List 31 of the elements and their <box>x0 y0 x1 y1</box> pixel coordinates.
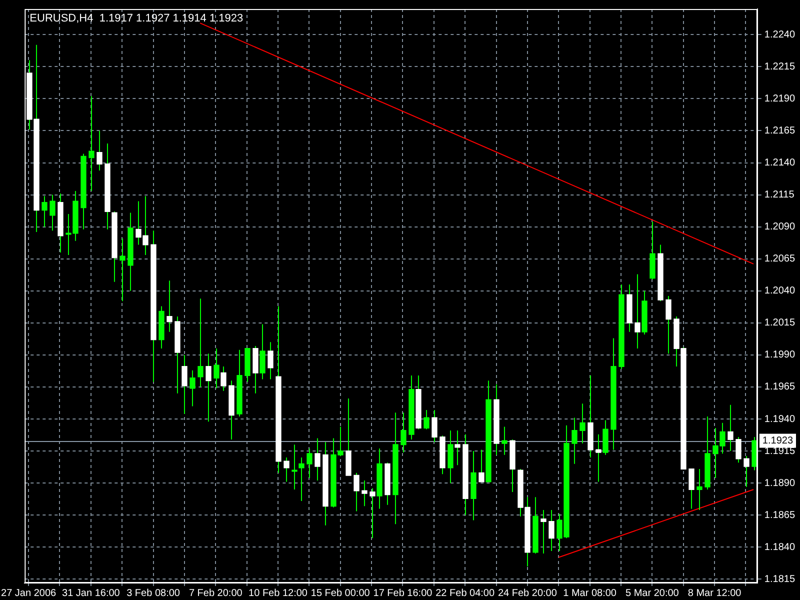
x-tick-label: 15 Feb 00:00 <box>310 588 370 599</box>
y-tick-label: 1.1840 <box>764 542 796 553</box>
chart-title: EURUSD,H4 1.1917 1.1927 1.1914 1.1923 <box>30 12 244 25</box>
y-tick-label: 1.2165 <box>764 125 796 136</box>
y-tick-label: 1.2240 <box>764 29 796 40</box>
y-tick-label: 1.2115 <box>764 190 795 201</box>
y-tick-label: 1.2190 <box>764 93 796 104</box>
x-tick-label: 10 Feb 12:00 <box>248 588 308 599</box>
y-tick-label: 1.2040 <box>764 286 796 297</box>
x-tick-label: 22 Feb 04:00 <box>436 588 495 599</box>
y-tick-label: 1.2015 <box>764 318 796 329</box>
y-tick-label: 1.1965 <box>764 382 796 393</box>
x-tick-label: 7 Feb 20:00 <box>188 588 243 599</box>
y-tick-label: 1.1940 <box>764 414 796 425</box>
x-tick-label: 31 Jan 16:00 <box>62 588 120 599</box>
y-tick-label: 1.1865 <box>764 510 796 521</box>
x-tick-label: 27 Jan 2006 <box>1 588 57 599</box>
y-tick-label: 1.1990 <box>764 350 796 361</box>
y-tick-label: 1.2215 <box>764 61 796 72</box>
y-tick-label: 1.2090 <box>764 222 796 233</box>
x-tick-label: 17 Feb 16:00 <box>373 588 433 599</box>
y-tick-label: 1.2140 <box>764 158 796 168</box>
x-tick-label: 8 Mar 12:00 <box>688 588 742 599</box>
ref-line-label: 1.1923 <box>762 436 794 447</box>
x-tick-label: 5 Mar 20:00 <box>625 588 680 599</box>
y-tick-label: 1.2065 <box>764 254 796 265</box>
x-tick-label: 24 Feb 20:00 <box>498 588 558 599</box>
x-tick-label: 3 Feb 08:00 <box>126 588 180 599</box>
y-tick-label: 1.1890 <box>764 478 796 489</box>
y-tick-label: 1.1815 <box>764 574 796 585</box>
x-tick-label: 1 Mar 08:00 <box>563 588 617 599</box>
